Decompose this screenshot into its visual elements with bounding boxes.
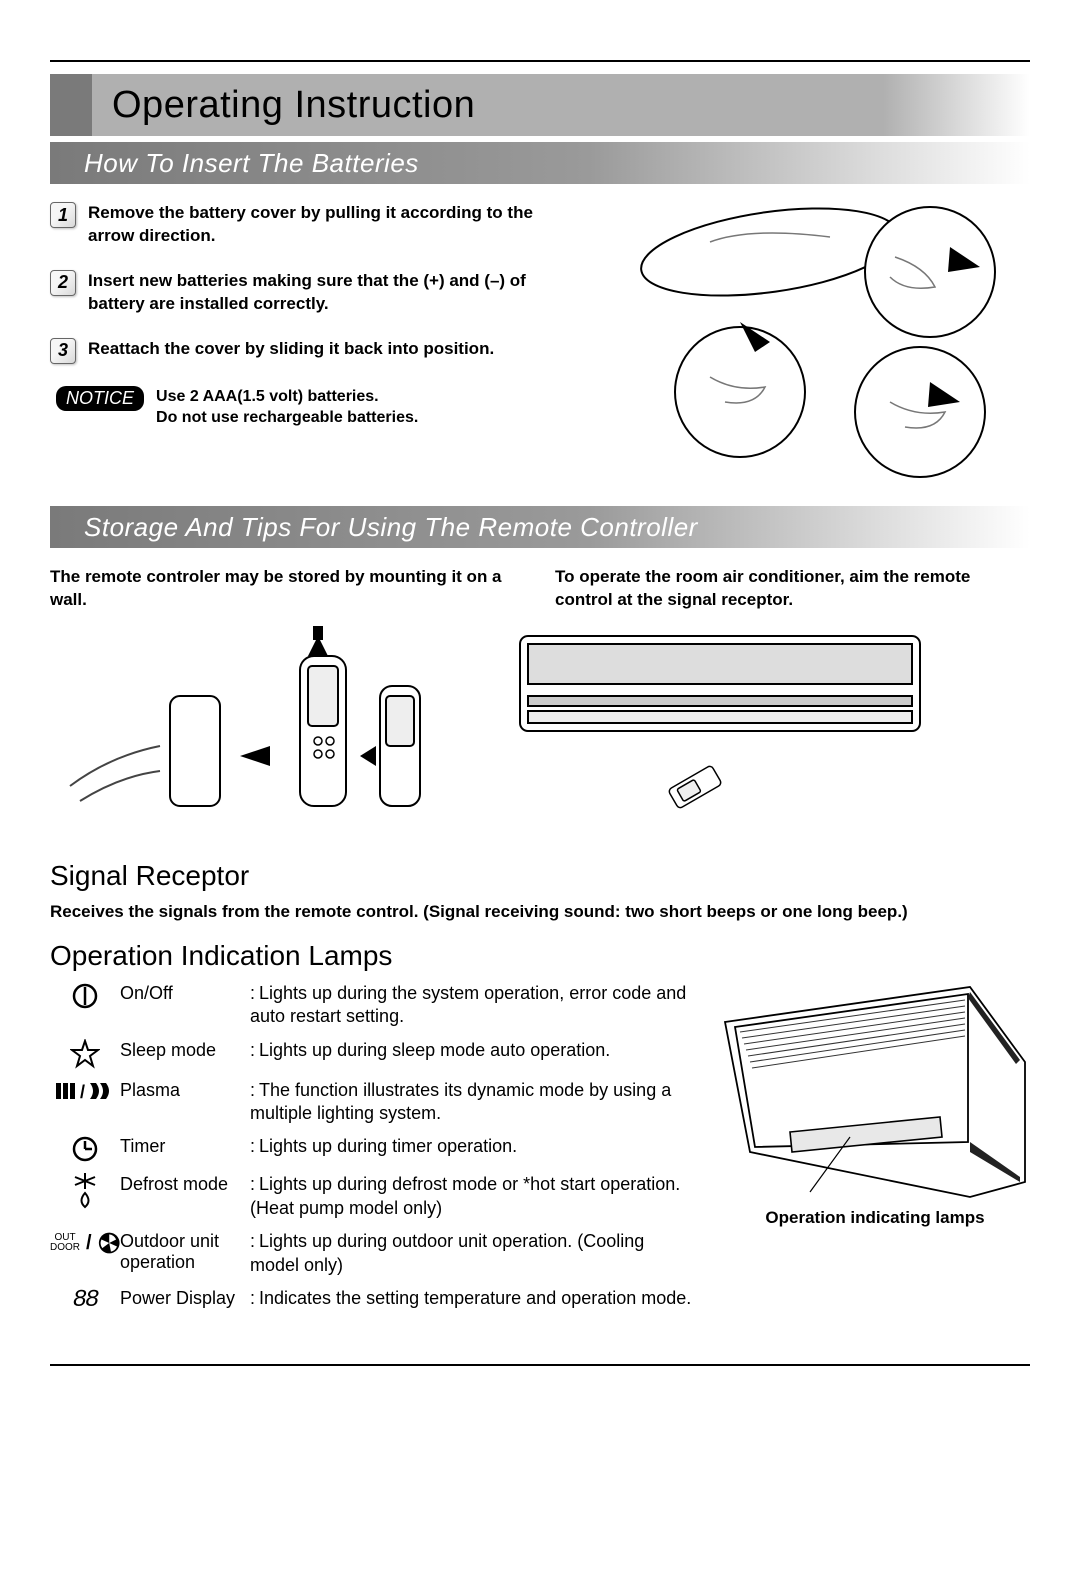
lamp-desc-text: Lights up during sleep mode auto operati… — [259, 1040, 610, 1060]
top-rule — [50, 60, 1030, 62]
lamp-label: Plasma — [120, 1079, 250, 1101]
lamp-row-timer: Timer :Lights up during timer operation. — [50, 1135, 696, 1163]
lamp-row-sleep: Sleep mode :Lights up during sleep mode … — [50, 1039, 696, 1069]
defrost-icon — [50, 1173, 120, 1209]
notice-pill: NOTICE — [56, 386, 144, 411]
battery-illustration — [590, 202, 1030, 482]
section2-title: Storage And Tips For Using The Remote Co… — [84, 512, 698, 543]
lamps-heading: Operation Indication Lamps — [50, 940, 1030, 972]
star-icon — [50, 1039, 120, 1069]
step-2: 2 Insert new batteries making sure that … — [50, 270, 570, 316]
lamp-desc-text: Lights up during defrost mode or *hot st… — [250, 1174, 680, 1217]
lamp-desc: :The function illustrates its dynamic mo… — [250, 1079, 696, 1126]
lamp-desc: :Lights up during timer operation. — [250, 1135, 696, 1158]
plasma-icon: / — [50, 1079, 120, 1103]
lamps-figure: Operation indicating lamps — [720, 982, 1030, 1228]
storage-left-text: The remote controler may be stored by mo… — [50, 566, 525, 612]
step-3: 3 Reattach the cover by sliding it back … — [50, 338, 570, 364]
notice-row: NOTICE Use 2 AAA(1.5 volt) batteries. Do… — [56, 386, 570, 429]
lamp-row-defrost: Defrost mode :Lights up during defrost m… — [50, 1173, 696, 1220]
lamp-label: Timer — [120, 1135, 250, 1157]
bottom-rule — [50, 1364, 1030, 1366]
lamp-desc-text: Lights up during timer operation. — [259, 1136, 517, 1156]
section1-bar: How To Insert The Batteries — [50, 142, 1030, 184]
chapter-title: Operating Instruction — [92, 84, 475, 127]
step-2-text: Insert new batteries making sure that th… — [88, 270, 570, 316]
ac-unit-figure — [510, 626, 930, 836]
clock-icon — [50, 1135, 120, 1163]
chapter-bar: Operating Instruction — [50, 74, 1030, 136]
storage-figures — [50, 626, 1030, 836]
signal-text: Receives the signals from the remote con… — [50, 902, 1030, 922]
lamp-desc: :Lights up during sleep mode auto operat… — [250, 1039, 696, 1062]
lamp-desc-text: Lights up during the system operation, e… — [250, 983, 686, 1026]
lamp-label: Defrost mode — [120, 1173, 250, 1195]
lamp-desc: :Lights up during outdoor unit operation… — [250, 1230, 696, 1277]
lamp-desc-text: Indicates the setting temperature and op… — [259, 1288, 691, 1308]
svg-text:/: / — [80, 1082, 85, 1102]
signal-heading: Signal Receptor — [50, 860, 1030, 892]
lamp-row-outdoor: OUTDOOR / Outdoor unit operation :Lights… — [50, 1230, 696, 1277]
step-1-num: 1 — [50, 202, 76, 228]
lamps-wrap: On/Off :Lights up during the system oper… — [50, 982, 1030, 1324]
battery-steps: 1 Remove the battery cover by pulling it… — [50, 202, 570, 482]
battery-section: 1 Remove the battery cover by pulling it… — [50, 202, 1030, 482]
lamps-figure-caption: Operation indicating lamps — [720, 1208, 1030, 1228]
step-1-text: Remove the battery cover by pulling it a… — [88, 202, 570, 248]
step-2-num: 2 — [50, 270, 76, 296]
lamp-desc-text: Lights up during outdoor unit operation.… — [250, 1231, 644, 1274]
chapter-tab — [50, 74, 92, 136]
step-1: 1 Remove the battery cover by pulling it… — [50, 202, 570, 248]
seg88-icon: 88 — [50, 1287, 120, 1314]
lamp-row-onoff: On/Off :Lights up during the system oper… — [50, 982, 696, 1029]
outdoor-text: OUTDOOR — [50, 1233, 80, 1253]
battery-svg — [590, 202, 1030, 482]
remote-mount-figure — [50, 626, 450, 836]
step-3-num: 3 — [50, 338, 76, 364]
lamp-row-power: 88 Power Display :Indicates the setting … — [50, 1287, 696, 1314]
storage-text-row: The remote controler may be stored by mo… — [50, 566, 1030, 612]
lamp-desc-text: The function illustrates its dynamic mod… — [250, 1080, 671, 1123]
lamp-label: On/Off — [120, 982, 250, 1004]
notice-text: Use 2 AAA(1.5 volt) batteries. Do not us… — [156, 386, 418, 429]
lamp-desc: :Lights up during defrost mode or *hot s… — [250, 1173, 696, 1220]
storage-right-text: To operate the room air conditioner, aim… — [555, 566, 1030, 612]
lamp-desc: :Indicates the setting temperature and o… — [250, 1287, 696, 1310]
lamp-label: Sleep mode — [120, 1039, 250, 1061]
lamps-table: On/Off :Lights up during the system oper… — [50, 982, 696, 1324]
section2-bar: Storage And Tips For Using The Remote Co… — [50, 506, 1030, 548]
lamp-label: Outdoor unit operation — [120, 1230, 250, 1273]
section1-title: How To Insert The Batteries — [84, 148, 419, 179]
fan-icon: OUTDOOR / — [50, 1230, 120, 1256]
power-icon — [50, 982, 120, 1010]
step-3-text: Reattach the cover by sliding it back in… — [88, 338, 494, 364]
lamp-row-plasma: / Plasma :The function illustrates its d… — [50, 1079, 696, 1126]
lamp-desc: :Lights up during the system operation, … — [250, 982, 696, 1029]
lamp-label: Power Display — [120, 1287, 250, 1309]
